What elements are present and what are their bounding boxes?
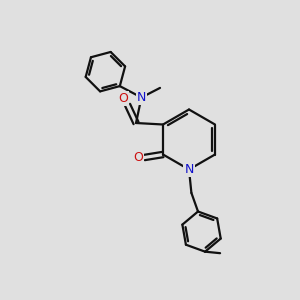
Text: N: N [137, 91, 146, 104]
Text: N: N [184, 163, 194, 176]
Text: O: O [133, 151, 143, 164]
Text: O: O [118, 92, 128, 105]
